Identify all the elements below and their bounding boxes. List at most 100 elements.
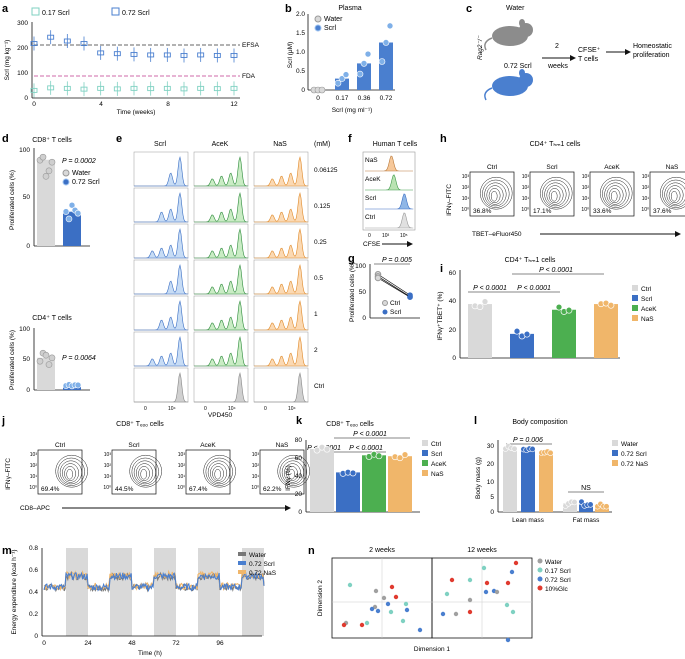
c-prolif2: proliferation — [633, 52, 670, 59]
legend-label: NaS — [641, 316, 654, 323]
k-p2: P < 0.0001 — [353, 431, 387, 438]
l-p: P = 0.006 — [513, 437, 543, 444]
flow-contour — [670, 190, 678, 202]
m-ytick: 0.6 — [29, 567, 38, 574]
k-ytick: 40 — [295, 473, 303, 480]
legend-swatch — [422, 460, 428, 466]
m-ytick: 0 — [34, 633, 38, 640]
flow-ytick: 10³ — [30, 452, 38, 458]
b-ytick: 0 — [301, 87, 305, 94]
n-point — [381, 595, 387, 601]
m-xlabel: Time (h) — [138, 650, 162, 657]
d-bars — [36, 153, 82, 390]
e-histogram — [134, 299, 189, 331]
flow-contour — [279, 457, 307, 486]
a-point — [97, 85, 105, 91]
n-point — [373, 588, 379, 594]
panel-e: e Scrl AceK NaS (mM) 0.06125 0.125 0.25 0.5… — [116, 133, 338, 419]
flow-contour — [606, 185, 624, 205]
n-point — [504, 602, 510, 608]
flow-frame — [649, 171, 685, 217]
f-row-label: AceK — [365, 176, 381, 183]
a-point — [163, 85, 171, 91]
flow-percent: 33.6% — [593, 208, 612, 215]
g-point-scrl — [407, 294, 413, 301]
k-ytick: 0 — [298, 509, 302, 516]
n-point — [385, 601, 391, 607]
a-point — [80, 41, 88, 46]
j-title: CD8⁺ Tₑₒₒ cells — [116, 421, 164, 428]
n-point — [389, 584, 395, 590]
e-histogram — [254, 227, 309, 259]
d-bottom-title: CD4⁺ T cells — [32, 315, 72, 322]
a-xtick: 12 — [230, 101, 238, 108]
n-point — [505, 637, 511, 643]
m-xtick: 24 — [84, 640, 92, 647]
l-ytick: 5 — [490, 494, 494, 501]
n-point — [513, 560, 519, 566]
d-point — [42, 351, 50, 359]
n-point — [369, 606, 375, 612]
f-tick: 10⁵ — [400, 233, 408, 239]
l-ylabel: Body mass (g) — [475, 457, 482, 499]
j-ylabel: IFNγ–FITC — [5, 458, 12, 490]
flow-ytick: 10¹ — [462, 196, 470, 202]
b-point — [356, 70, 364, 78]
n-point — [467, 597, 473, 603]
flow-ytick: 10⁰ — [29, 485, 37, 491]
e-histogram — [194, 155, 249, 187]
panel-label-l: l — [474, 415, 477, 427]
legend-swatch — [612, 440, 618, 446]
b-title: Plasma — [338, 5, 361, 12]
flow-contour — [666, 185, 684, 205]
l-point — [587, 501, 594, 508]
legend-072: 0.72 Scrl — [122, 10, 150, 17]
l-bar — [521, 449, 535, 512]
legend-label: 0.72 Scrl — [249, 561, 275, 568]
flow-percent: 62.2% — [263, 486, 282, 493]
flow-contour — [66, 468, 73, 480]
e-histogram — [254, 191, 309, 223]
flow-ytick: 10⁰ — [177, 485, 185, 491]
n-point — [484, 580, 490, 586]
panel-f: f Human T cells NaS AceK Scrl Ctrl 0 10³ 10… — [348, 133, 418, 248]
c-cells1: CFSE⁺ — [578, 47, 601, 54]
panel-c: c Water Rag2⁻/⁻ 0.72 Scrl 2 weeks CFSE⁺ … — [466, 3, 672, 101]
flow-contour — [138, 466, 150, 482]
a-ylabel: Scrl (mg kg⁻¹) — [4, 40, 11, 81]
i-bars — [468, 298, 618, 358]
flow-contour — [62, 463, 79, 483]
e-histogram — [134, 335, 189, 367]
d-ytick: 50 — [23, 356, 31, 363]
flow-col-label: Ctrl — [55, 442, 66, 449]
e-histogram — [194, 335, 249, 367]
panel-b: b Plasma Water Scrl 0 0.5 1.0 1.5 2.0 Sc… — [285, 3, 395, 114]
legend-label: Scrl — [431, 451, 443, 458]
panel-label-h: h — [440, 133, 447, 145]
e-col: NaS — [273, 141, 287, 148]
d-ytick: 100 — [19, 147, 30, 154]
flow-contour — [281, 460, 304, 485]
h-xlabel: TBET–eFluor450 — [472, 231, 522, 238]
legend-label: 0.72 NaS — [621, 461, 649, 468]
g-paired-lines — [374, 271, 413, 301]
flow-ytick: 10⁰ — [581, 207, 589, 213]
legend-label: AceK — [641, 306, 657, 313]
flow-contour — [604, 182, 627, 207]
legend-017: 0.17 Scrl — [42, 10, 70, 17]
flow-contour — [214, 468, 221, 480]
legend-swatch — [632, 295, 638, 301]
flow-contour — [136, 463, 153, 483]
flow-ytick: 10⁰ — [461, 207, 469, 213]
panel-label-g: g — [348, 253, 355, 265]
a-xlabel: Time (weeks) — [117, 109, 156, 116]
n-point — [467, 609, 473, 615]
flow-contour — [548, 188, 561, 204]
n-point — [483, 589, 489, 595]
flow-ytick: 10² — [252, 463, 260, 469]
flow-contour — [488, 188, 501, 204]
i-p1: P < 0.0001 — [473, 285, 507, 292]
b-bar — [335, 78, 349, 90]
flow-contour — [608, 188, 621, 204]
flow-contour — [482, 179, 510, 208]
